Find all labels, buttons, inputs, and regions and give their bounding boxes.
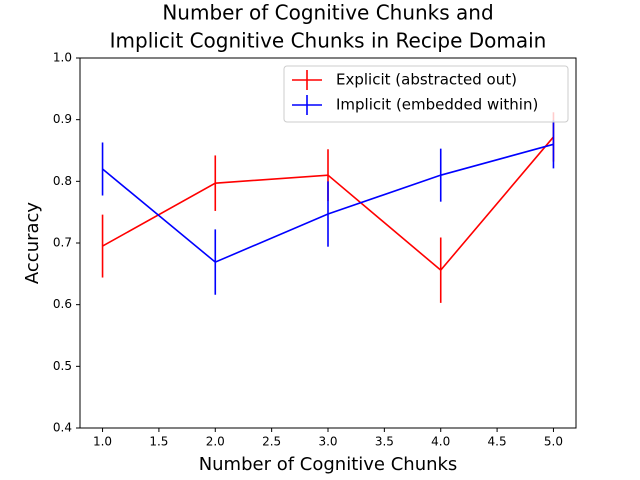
chart-title: Number of Cognitive Chunks and: [162, 1, 493, 25]
chart-title: Implicit Cognitive Chunks in Recipe Doma…: [110, 29, 547, 53]
legend-label: Implicit (embedded within): [336, 96, 538, 114]
y-tick-label: 0.6: [53, 297, 72, 311]
x-tick-label: 2.5: [262, 435, 281, 449]
x-tick-label: 1.0: [93, 435, 112, 449]
x-tick-label: 3.0: [318, 435, 337, 449]
y-tick-label: 1.0: [53, 51, 72, 65]
x-tick-label: 4.5: [488, 435, 507, 449]
y-tick-label: 0.5: [53, 359, 72, 373]
x-tick-label: 5.0: [544, 435, 563, 449]
x-tick-label: 1.5: [149, 435, 168, 449]
y-tick-label: 0.7: [53, 236, 72, 250]
legend-label: Explicit (abstracted out): [336, 71, 517, 89]
legend-box: [283, 65, 569, 123]
x-axis-label: Number of Cognitive Chunks: [199, 454, 458, 475]
y-axis-label: Accuracy: [22, 202, 43, 285]
plot-frame: [79, 57, 577, 429]
y-tick-label: 0.8: [53, 174, 72, 188]
x-tick-label: 4.0: [431, 435, 450, 449]
y-tick-label: 0.9: [53, 112, 72, 126]
x-tick-label: 2.0: [206, 435, 225, 449]
x-tick-label: 3.5: [375, 435, 394, 449]
y-tick-label: 0.4: [53, 421, 72, 435]
